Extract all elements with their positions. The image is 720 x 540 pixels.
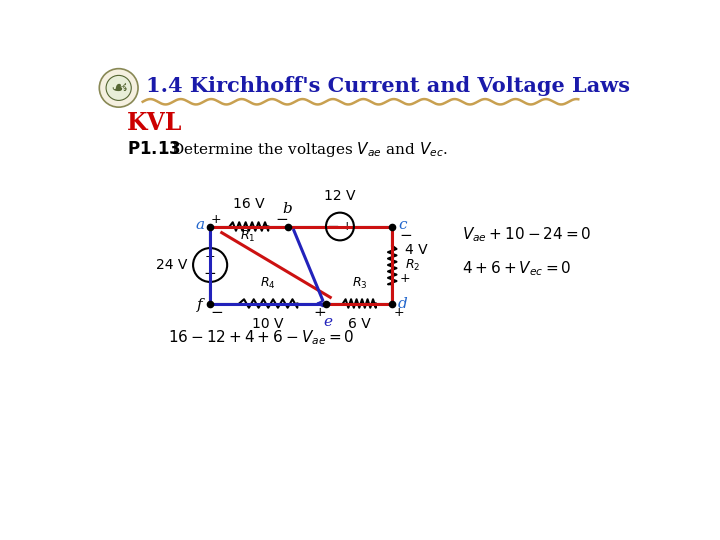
Text: e: e (323, 315, 333, 329)
Circle shape (99, 69, 138, 107)
Text: d: d (397, 296, 408, 310)
Text: 24 V: 24 V (156, 258, 187, 272)
Text: $V_{ae}+10-24=0$: $V_{ae}+10-24=0$ (462, 225, 592, 244)
Text: $R_3$: $R_3$ (351, 276, 367, 291)
Text: c: c (398, 218, 407, 232)
Text: −: − (327, 219, 339, 234)
Text: $4+6+V_{ec}=0$: $4+6+V_{ec}=0$ (462, 260, 572, 278)
Text: KVL: KVL (127, 111, 183, 134)
Text: f: f (197, 298, 203, 312)
Text: $R_1$: $R_1$ (240, 229, 255, 244)
Text: 16 V: 16 V (233, 197, 265, 211)
Circle shape (106, 76, 131, 100)
Text: −: − (314, 305, 327, 320)
Text: 10 V: 10 V (253, 318, 284, 332)
Text: +: + (341, 220, 352, 233)
Text: 4 V: 4 V (405, 242, 428, 256)
Text: 6 V: 6 V (348, 318, 371, 332)
Text: Determine the voltages $V_{ae}$ and $V_{ec}$.: Determine the voltages $V_{ae}$ and $V_{… (171, 140, 449, 159)
Text: 12 V: 12 V (324, 190, 356, 204)
Text: ☙: ☙ (110, 78, 127, 97)
Text: $\mathbf{P1.13}$: $\mathbf{P1.13}$ (127, 141, 181, 158)
Text: $R_4$: $R_4$ (261, 276, 276, 291)
Text: $16-12+4+6-V_{ae}=0$: $16-12+4+6-V_{ae}=0$ (168, 329, 354, 348)
Text: −: − (275, 212, 288, 227)
Text: +: + (400, 272, 410, 285)
Text: $R_2$: $R_2$ (405, 258, 420, 273)
Text: −: − (204, 266, 217, 281)
Text: −: − (399, 228, 412, 243)
Text: b: b (283, 202, 292, 215)
Text: −: − (210, 305, 222, 320)
Text: 1.4 Kirchhoff's Current and Voltage Laws: 1.4 Kirchhoff's Current and Voltage Laws (145, 76, 630, 96)
Text: a: a (196, 218, 204, 232)
Text: +: + (204, 250, 215, 263)
Text: +: + (211, 213, 222, 226)
Text: +: + (315, 306, 325, 319)
Text: +: + (393, 306, 404, 319)
